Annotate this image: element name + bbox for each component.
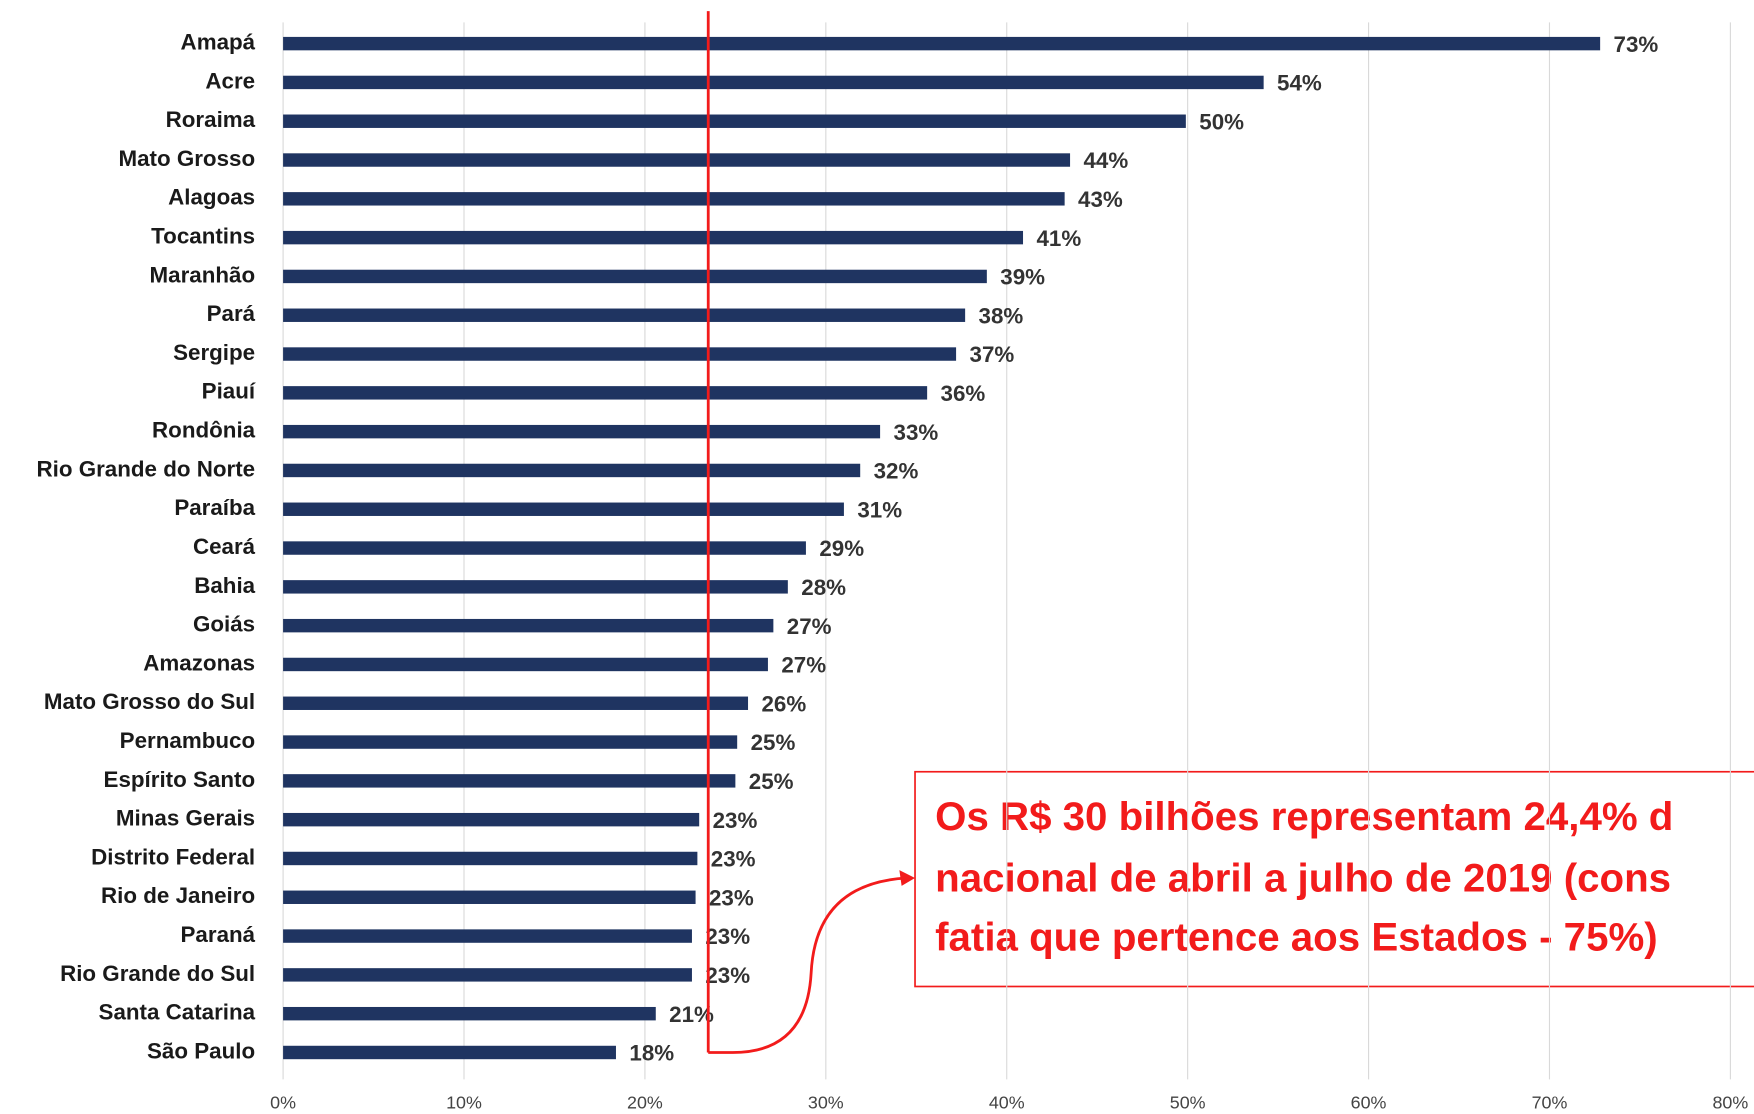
category-label: Rio Grande do Norte (36, 456, 255, 481)
bar (283, 851, 698, 866)
bar (283, 1006, 656, 1021)
category-label: Roraima (166, 107, 256, 132)
bar (283, 153, 1071, 167)
value-label: 39% (1000, 265, 1045, 290)
value-label: 41% (1036, 226, 1081, 251)
bar (283, 812, 700, 827)
bar (283, 774, 736, 788)
category-label: Mato Grosso do Sul (44, 689, 255, 714)
value-label: 50% (1199, 109, 1244, 134)
category-label: Alagoas (168, 185, 255, 210)
annotation-line: fatia que pertence aos Estados - 75%) (935, 915, 1658, 960)
bar (283, 541, 806, 555)
value-label: 31% (857, 497, 902, 522)
value-label: 26% (761, 691, 806, 716)
value-label: 28% (801, 575, 846, 600)
bar (283, 269, 987, 284)
x-tick-label: 0% (270, 1093, 296, 1113)
bar (283, 36, 1601, 51)
category-label: Tocantins (151, 224, 255, 249)
bar (283, 618, 774, 633)
bar (283, 696, 749, 710)
bar (283, 463, 861, 478)
category-label: Santa Catarina (99, 1000, 256, 1025)
category-label: Maranhão (150, 262, 256, 287)
category-label: Espírito Santo (104, 767, 256, 792)
arrow (708, 876, 907, 1054)
category-label: Pará (207, 301, 256, 326)
category-label: Amapá (181, 30, 256, 55)
category-label: São Paulo (147, 1038, 255, 1063)
value-label: 18% (629, 1041, 674, 1066)
value-label: 23% (705, 963, 750, 988)
bar (283, 735, 738, 749)
x-tick-label: 80% (1713, 1093, 1749, 1113)
annotation-line: Os R$ 30 bilhões representam 24,4% d (935, 794, 1673, 839)
category-label: Rio de Janeiro (101, 883, 255, 908)
category-label: Pernambuco (120, 728, 255, 753)
value-label: 38% (979, 303, 1024, 328)
category-label: Bahia (194, 573, 255, 598)
bar (283, 192, 1065, 206)
arrow-head (899, 870, 916, 886)
bar (283, 347, 957, 361)
category-label: Paraná (181, 922, 256, 947)
value-label: 37% (970, 342, 1015, 367)
value-label: 27% (781, 653, 826, 678)
value-label: 25% (749, 769, 794, 794)
x-tick-label: 20% (627, 1093, 663, 1113)
value-label: 36% (941, 381, 986, 406)
bar (283, 657, 768, 672)
category-label: Sergipe (173, 340, 255, 365)
x-tick-label: 70% (1532, 1093, 1568, 1113)
category-label: Goiás (193, 612, 255, 637)
value-label: 23% (709, 885, 754, 910)
x-tick-label: 40% (989, 1093, 1025, 1113)
value-label: 27% (787, 614, 832, 639)
bar (283, 308, 966, 322)
value-label: 32% (874, 459, 919, 484)
value-label: 43% (1078, 187, 1123, 212)
x-tick-label: 30% (808, 1093, 844, 1113)
x-tick-label: 10% (446, 1093, 482, 1113)
category-label: Rondônia (152, 418, 256, 443)
category-label: Acre (205, 68, 255, 93)
annotation-line: nacional de abril a julho de 2019 (cons (935, 855, 1671, 900)
value-label: 23% (713, 808, 758, 833)
category-label: Distrito Federal (91, 844, 255, 869)
x-tick-label: 50% (1170, 1093, 1206, 1113)
category-label: Mato Grosso (118, 146, 255, 171)
bar (283, 580, 788, 594)
value-label: 54% (1277, 71, 1322, 96)
bar (283, 230, 1024, 245)
value-label: 33% (894, 420, 939, 445)
bar (283, 1045, 616, 1060)
bar (283, 929, 692, 943)
category-label: Amazonas (143, 650, 255, 675)
value-label: 25% (751, 730, 796, 755)
value-label: 21% (669, 1002, 714, 1027)
category-label: Minas Gerais (116, 806, 255, 831)
bar (283, 968, 692, 982)
bar (283, 75, 1264, 90)
value-label: 73% (1614, 32, 1659, 57)
category-label: Paraíba (174, 495, 255, 520)
annotation-box (914, 770, 1754, 988)
category-label: Piauí (202, 379, 256, 404)
bar (283, 114, 1186, 128)
bar (283, 502, 844, 516)
bar (283, 424, 881, 439)
category-label: Rio Grande do Sul (60, 961, 255, 986)
marks: 73% 54% 50% 44% 43% 41% 39% 38% 37% 36%33% 32% 31% 2… (283, 32, 1658, 1066)
value-label: 29% (819, 536, 864, 561)
value-label: 44% (1083, 148, 1128, 173)
value-label: 23% (705, 924, 750, 949)
bar (283, 386, 928, 400)
bar (283, 890, 696, 904)
x-tick-label: 60% (1351, 1093, 1387, 1113)
category-label: Ceará (193, 534, 256, 559)
value-label: 23% (711, 847, 756, 872)
